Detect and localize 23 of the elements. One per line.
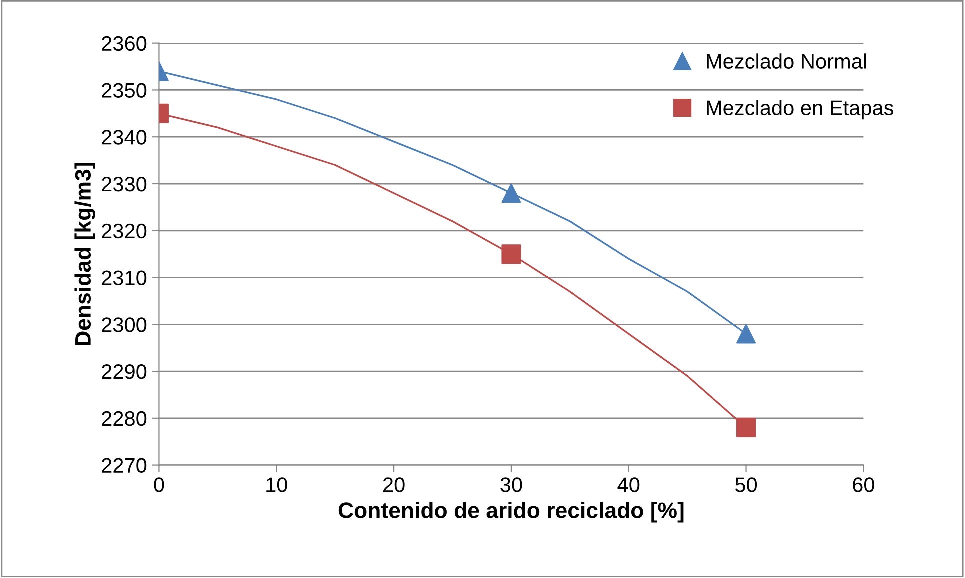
x-tick-label: 10 — [266, 478, 288, 492]
x-tick-label: 50 — [736, 478, 758, 492]
y-tick-label: 2330 — [102, 177, 147, 192]
x-tick-label: 20 — [384, 478, 405, 492]
legend-label: Mezclado en Etapas — [707, 100, 894, 120]
y-tick-label: 2320 — [102, 224, 147, 239]
y-tick-label: 2270 — [102, 458, 147, 474]
y-tick-label: 2310 — [102, 270, 147, 286]
point — [736, 324, 756, 344]
x-tick-label: 30 — [500, 478, 522, 492]
y-tick-label: 2280 — [102, 411, 147, 426]
point — [736, 418, 756, 438]
y-axis-title: Densidad [kg/m3] — [74, 162, 96, 346]
x-tick-label: 0 — [154, 478, 164, 492]
y-tick-label: 2290 — [102, 364, 147, 380]
x-tick-label: 40 — [618, 478, 640, 492]
y-tick-label: 2350 — [102, 83, 147, 98]
y-tick-label: 2360 — [102, 36, 147, 52]
x-tick-label: 60 — [853, 478, 874, 492]
x-axis-title: Contenido de arido reciclado [%] — [338, 502, 684, 523]
legend-label: Mezclado Normal — [707, 54, 866, 69]
y-tick-label: 2300 — [102, 318, 147, 332]
y-tick-label: 2340 — [102, 130, 147, 145]
